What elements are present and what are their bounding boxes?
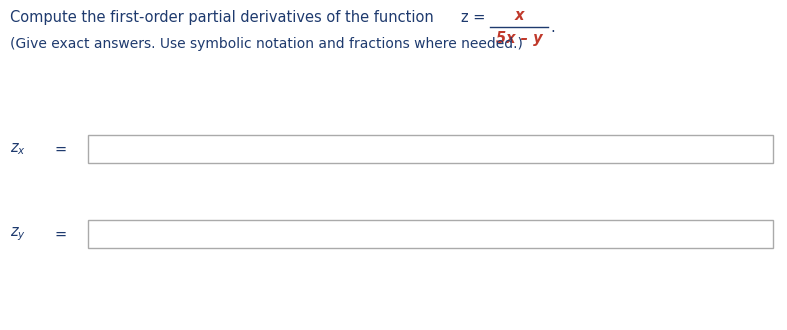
Text: Compute the first-order partial derivatives of the function: Compute the first-order partial derivati…: [10, 10, 438, 25]
Text: (Give exact answers. Use symbolic notation and fractions where needed.): (Give exact answers. Use symbolic notati…: [10, 37, 523, 51]
Text: x: x: [515, 8, 523, 23]
Text: =: =: [55, 226, 67, 242]
Text: =: =: [55, 142, 67, 156]
Bar: [88, 220, 773, 248]
Text: z =: z =: [461, 10, 486, 25]
Bar: [88, 135, 773, 163]
Text: $z_x$: $z_x$: [10, 141, 26, 157]
Text: .: .: [550, 19, 555, 35]
Text: $z_y$: $z_y$: [10, 225, 26, 243]
Text: 5x – y: 5x – y: [496, 31, 542, 46]
